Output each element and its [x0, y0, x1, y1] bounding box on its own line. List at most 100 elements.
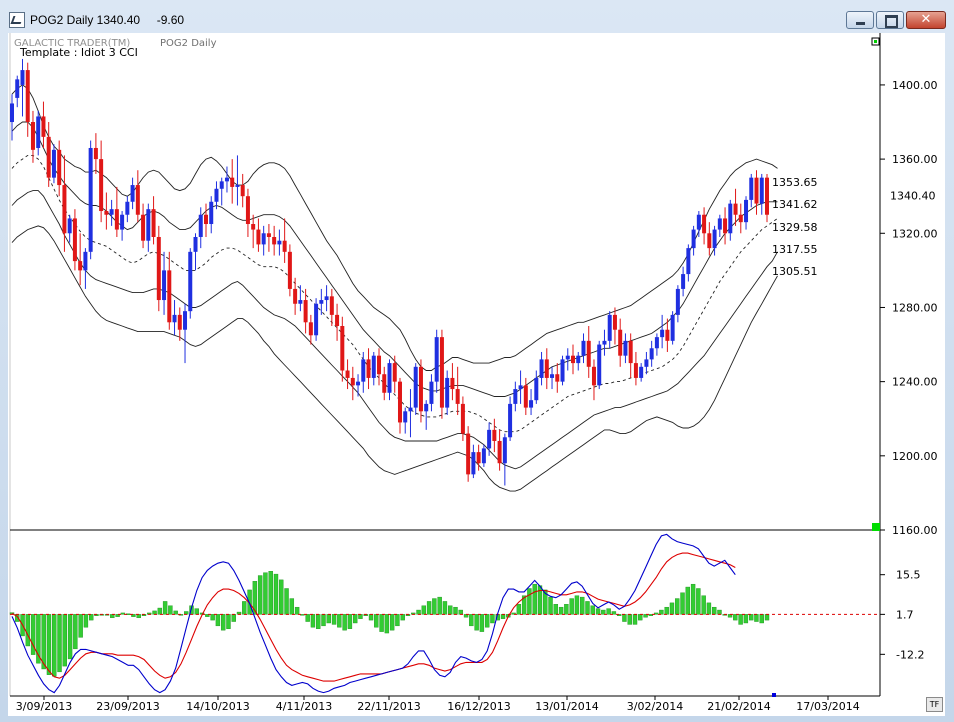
- candle: [25, 62, 30, 137]
- chart-app-icon[interactable]: [9, 12, 25, 28]
- title-bar[interactable]: POG2 Daily 1340.40 -9.60 ✕: [0, 0, 954, 36]
- candle: [366, 348, 371, 390]
- candle: [487, 422, 492, 456]
- histogram-bar: [421, 605, 427, 615]
- candle-body: [83, 251, 88, 271]
- candle: [670, 311, 675, 345]
- candle: [83, 248, 88, 289]
- candle: [356, 374, 361, 397]
- histogram-bar: [469, 614, 474, 627]
- candle-body: [696, 214, 701, 230]
- histogram-bar: [659, 609, 664, 615]
- candle: [72, 209, 77, 271]
- minimize-button[interactable]: [846, 11, 874, 29]
- candle-body: [434, 337, 439, 382]
- candle-body: [413, 366, 418, 408]
- candle: [209, 196, 214, 234]
- histogram-bar: [88, 614, 94, 621]
- pane-resize-handle[interactable]: [872, 523, 880, 531]
- candle-body: [523, 385, 528, 408]
- candle-body: [408, 407, 413, 412]
- histogram-bar: [168, 605, 173, 615]
- candle-body: [691, 229, 696, 249]
- histogram-bar: [648, 614, 654, 616]
- date-label: 17/03/2014: [796, 700, 859, 713]
- histogram-bar: [36, 614, 41, 664]
- candle: [10, 94, 14, 141]
- candle: [314, 298, 319, 341]
- candle-body: [135, 185, 140, 215]
- histogram-bar: [210, 614, 215, 621]
- histogram-bar: [83, 614, 89, 628]
- candle: [203, 203, 208, 237]
- candle-body: [272, 236, 277, 245]
- tf-button[interactable]: TF: [926, 697, 943, 712]
- osc-tick-label: 1.7: [896, 608, 914, 621]
- candle-body: [30, 122, 35, 150]
- candle: [308, 314, 313, 345]
- chart-canvas[interactable]: 1353.65 1341.62 1329.58 1317.55 1305.51 1400…: [8, 33, 945, 716]
- candle: [361, 351, 366, 393]
- band-value-label: 1353.65: [772, 176, 818, 189]
- band-labels: 1353.65 1341.62 1329.58 1317.55 1305.51: [772, 176, 818, 278]
- histogram-bar: [627, 614, 632, 625]
- band-lower2: [11, 225, 778, 492]
- histogram-bar: [606, 608, 611, 615]
- candle: [565, 348, 570, 371]
- histogram-bar: [521, 595, 527, 615]
- candle-body: [366, 359, 371, 378]
- candle-body: [471, 452, 476, 475]
- candle-body: [382, 374, 387, 393]
- histogram-bar: [73, 614, 78, 650]
- candle-body: [497, 440, 502, 464]
- candle: [397, 377, 402, 434]
- histogram-bar: [712, 606, 717, 615]
- candle: [675, 285, 680, 323]
- candle-body: [639, 366, 644, 378]
- histogram-bar: [675, 598, 680, 615]
- close-button[interactable]: ✕: [906, 11, 946, 29]
- candle: [130, 177, 135, 210]
- price-tick-label: 1160.00: [892, 524, 938, 537]
- candle: [424, 400, 429, 430]
- candle-body: [78, 261, 83, 271]
- candle: [471, 444, 476, 479]
- candle: [256, 218, 261, 252]
- candle-body: [277, 240, 282, 245]
- candle-body: [235, 185, 240, 187]
- candle: [141, 203, 146, 249]
- candle-body: [15, 79, 20, 98]
- band-value-label: 1341.62: [772, 198, 818, 211]
- slow-line: [11, 552, 736, 682]
- histogram-bar: [574, 595, 580, 615]
- histogram-bar: [120, 612, 126, 615]
- histogram-bar: [490, 614, 495, 624]
- histogram-bar: [706, 602, 712, 615]
- source-label: GALACTIC TRADER(TM): [14, 38, 130, 49]
- date-label: 23/09/2013: [96, 700, 159, 713]
- candle-body: [728, 203, 733, 234]
- candle-body: [335, 314, 340, 327]
- candle: [429, 374, 434, 412]
- candle-body: [177, 314, 182, 330]
- histogram-bar: [352, 614, 358, 624]
- date-label: 16/12/2013: [447, 700, 510, 713]
- candle-body: [162, 270, 167, 301]
- candle: [728, 199, 733, 241]
- histogram-bar: [622, 614, 627, 622]
- candle-body: [738, 214, 743, 223]
- histogram-bar: [284, 588, 289, 615]
- histogram-bar: [152, 610, 157, 615]
- candle-body: [109, 209, 114, 215]
- candle-body: [560, 359, 565, 382]
- histogram-bar: [67, 614, 73, 660]
- candle-body: [633, 363, 638, 378]
- histogram-bar: [690, 583, 696, 615]
- histogram-bar: [242, 601, 247, 615]
- candle-body: [36, 116, 41, 148]
- histogram-bar: [696, 588, 701, 615]
- candle: [104, 192, 109, 230]
- maximize-button[interactable]: [876, 11, 904, 29]
- candle: [172, 300, 177, 336]
